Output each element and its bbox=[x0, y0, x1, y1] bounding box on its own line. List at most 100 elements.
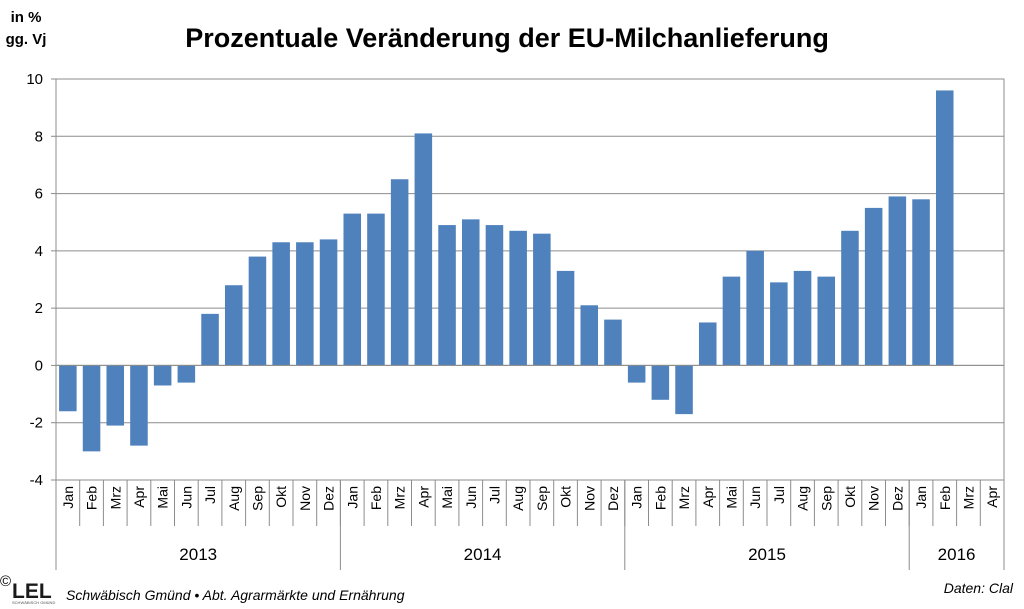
y-tick-label: 0 bbox=[35, 357, 43, 374]
bar bbox=[935, 90, 954, 366]
plot-area bbox=[55, 78, 1005, 481]
bar bbox=[319, 239, 338, 366]
x-tick-label: Okt bbox=[842, 486, 858, 508]
x-tick-label: Jul bbox=[771, 486, 787, 504]
bar bbox=[82, 365, 101, 452]
x-tick-label: Jun bbox=[747, 486, 763, 509]
bar bbox=[604, 319, 622, 366]
copyright-symbol: © bbox=[0, 573, 11, 590]
bar bbox=[912, 199, 930, 366]
bar bbox=[793, 270, 812, 366]
x-tick-label: Jan bbox=[913, 486, 929, 509]
x-tick-label: Mai bbox=[723, 486, 739, 509]
y-axis-label-line2: gg. Vj bbox=[6, 31, 47, 48]
bar bbox=[509, 230, 527, 366]
x-tick-label: Sep bbox=[818, 486, 834, 511]
x-tick-label: Mrz bbox=[392, 486, 408, 509]
bar bbox=[533, 233, 551, 366]
x-tick-label: Apr bbox=[984, 486, 1000, 508]
lel-logo-subtext: SCHWÄBISCH GMÜND bbox=[12, 600, 55, 605]
y-tick-label: -4 bbox=[30, 472, 43, 489]
bar bbox=[153, 365, 172, 386]
bar bbox=[841, 230, 859, 366]
bar bbox=[580, 305, 599, 366]
footer-institution: Schwäbisch Gmünd • Abt. Agrarmärkte und … bbox=[66, 587, 405, 603]
x-tick-label: Mai bbox=[155, 486, 171, 509]
x-tick-label: Jun bbox=[178, 486, 194, 509]
bar bbox=[627, 365, 646, 383]
x-tick-label: Sep bbox=[249, 486, 265, 511]
x-tick-label: Okt bbox=[558, 486, 574, 508]
x-tick-label: Okt bbox=[273, 486, 289, 508]
x-tick-label: Feb bbox=[84, 486, 100, 510]
y-tick-label: 4 bbox=[35, 243, 43, 260]
bar bbox=[817, 276, 836, 366]
x-tick-label: Jan bbox=[629, 486, 645, 509]
x-tick-label: Aug bbox=[795, 486, 811, 511]
x-tick-label: Jun bbox=[463, 486, 479, 509]
x-tick-label: Aug bbox=[226, 486, 242, 511]
x-tick-label: Nov bbox=[866, 486, 882, 511]
bar bbox=[888, 196, 907, 366]
x-tick-label: Feb bbox=[937, 486, 953, 510]
bar bbox=[746, 250, 764, 366]
bar bbox=[461, 219, 480, 366]
bar bbox=[177, 365, 196, 383]
bar bbox=[651, 365, 670, 400]
x-tick-label: Sep bbox=[534, 486, 550, 511]
bar bbox=[201, 313, 219, 366]
y-axis-label-line1: in % bbox=[11, 9, 42, 26]
year-label: 2016 bbox=[938, 545, 976, 564]
bar bbox=[675, 365, 693, 415]
bar bbox=[485, 225, 504, 366]
x-tick-label: Apr bbox=[415, 486, 431, 508]
x-tick-label: Apr bbox=[700, 486, 716, 508]
x-tick-label: Feb bbox=[368, 486, 384, 510]
footer: © LEL SCHWÄBISCH GMÜND Schwäbisch Gmünd … bbox=[0, 573, 1014, 605]
x-tick-label: Mrz bbox=[960, 486, 976, 509]
bar bbox=[272, 242, 290, 366]
bar bbox=[698, 322, 717, 366]
y-tick-label: 6 bbox=[35, 186, 43, 203]
y-tick-label: 10 bbox=[26, 71, 43, 88]
bar bbox=[59, 365, 77, 412]
x-axis: Jan Feb Mrz Apr Mai Jun Jul Aug Sep Okt Nov Dez Jan F… bbox=[55, 480, 1005, 570]
bar bbox=[556, 270, 575, 366]
bar bbox=[367, 213, 385, 366]
y-tick-label: 2 bbox=[35, 300, 43, 317]
year-label: 2015 bbox=[748, 545, 786, 564]
bar bbox=[343, 213, 362, 366]
x-tick-label: Jul bbox=[486, 486, 502, 504]
y-tick-label: 8 bbox=[35, 128, 43, 145]
year-label: 2013 bbox=[179, 545, 217, 564]
year-label: 2014 bbox=[464, 545, 502, 564]
bar bbox=[414, 133, 433, 366]
bars bbox=[59, 90, 954, 452]
bar bbox=[224, 285, 243, 366]
x-tick-label: Mrz bbox=[676, 486, 692, 509]
bar bbox=[438, 225, 456, 366]
x-tick-label: Aug bbox=[510, 486, 526, 511]
bar bbox=[770, 282, 788, 366]
x-tick-label: Nov bbox=[581, 486, 597, 511]
bar bbox=[106, 365, 125, 426]
bar bbox=[390, 179, 409, 366]
chart-title: Prozentuale Veränderung der EU-Milchanli… bbox=[185, 23, 829, 53]
x-tick-label: Nov bbox=[297, 486, 313, 511]
bar bbox=[296, 242, 314, 366]
x-tick-label: Feb bbox=[652, 486, 668, 510]
x-tick-label: Dez bbox=[605, 486, 621, 511]
lel-logo: LEL bbox=[12, 580, 52, 603]
bar bbox=[864, 207, 883, 366]
x-tick-label: Jan bbox=[60, 486, 76, 509]
x-tick-label: Dez bbox=[321, 486, 337, 511]
x-tick-label: Mrz bbox=[107, 486, 123, 509]
x-tick-label: Jul bbox=[202, 486, 218, 504]
x-tick-label: Apr bbox=[131, 486, 147, 508]
x-tick-label: Jan bbox=[344, 486, 360, 509]
bar bbox=[248, 256, 267, 366]
x-tick-label: Mai bbox=[439, 486, 455, 509]
y-tick-label: -2 bbox=[30, 415, 43, 432]
footer-source: Daten: Clal bbox=[944, 580, 1014, 596]
